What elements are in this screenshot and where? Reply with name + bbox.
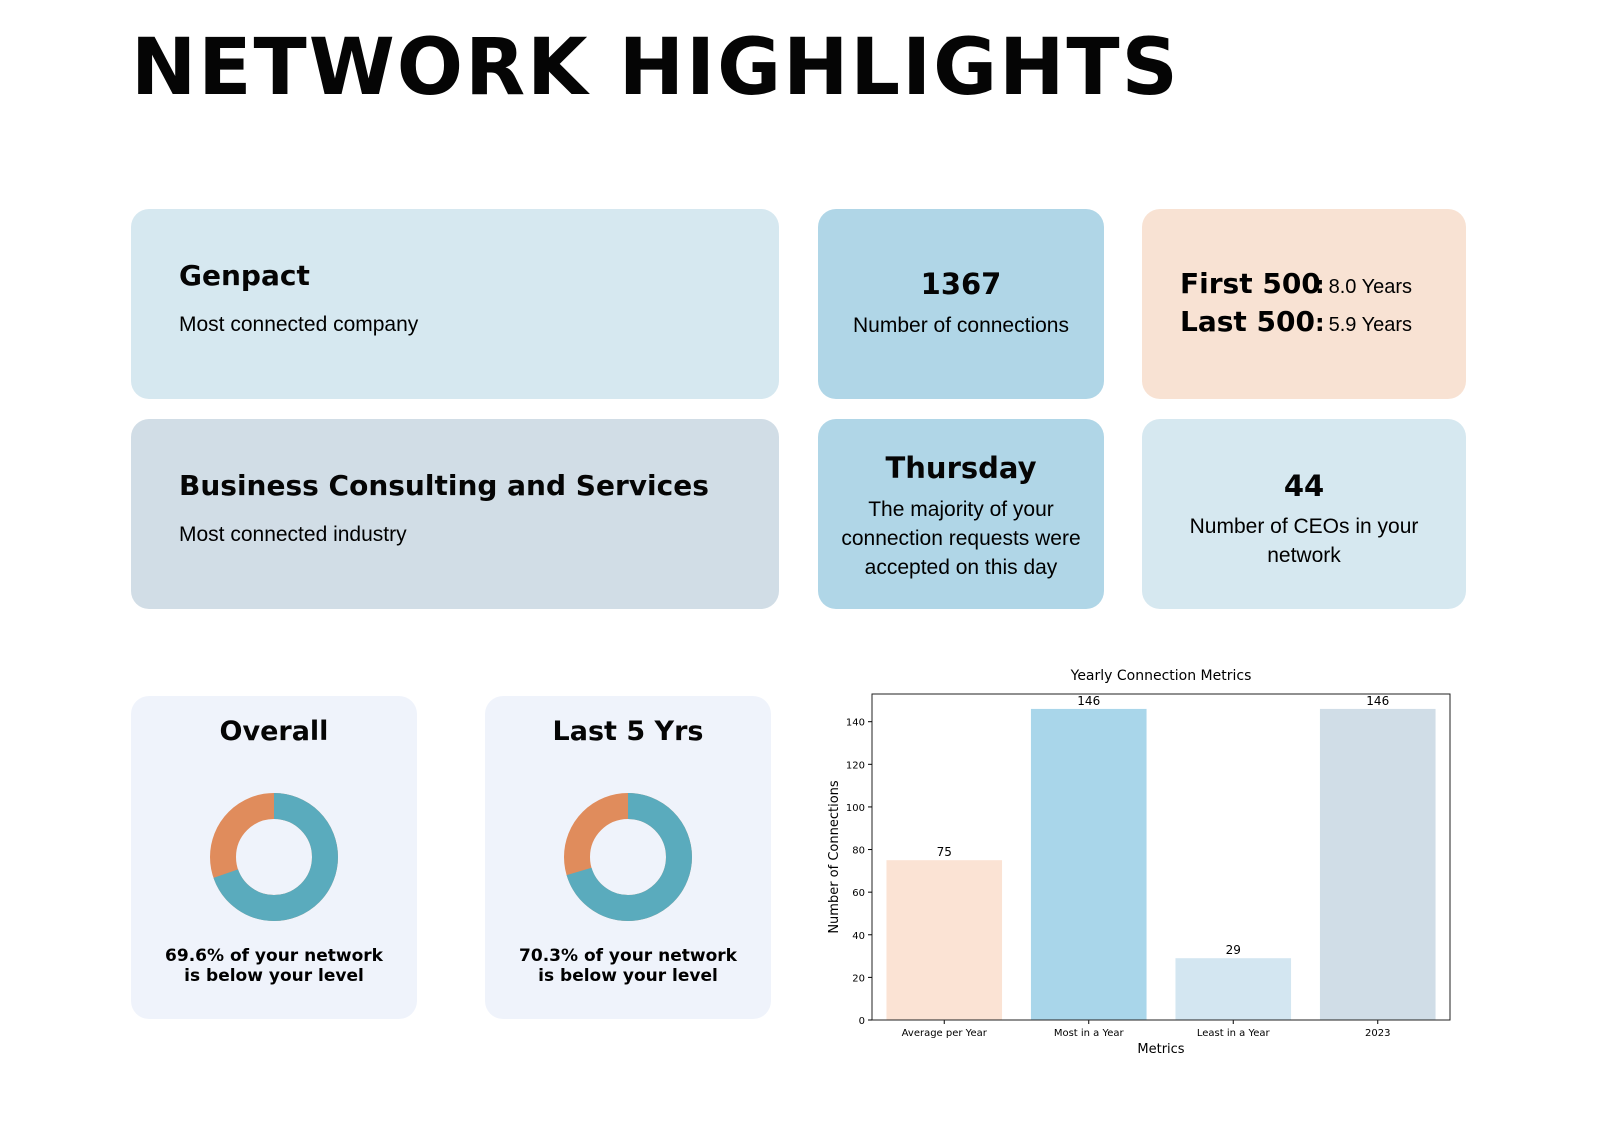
last5-below-segment bbox=[564, 793, 692, 921]
last-500-key: Last 500 bbox=[1180, 305, 1315, 338]
bar-0 bbox=[886, 860, 1003, 1020]
plot-frame bbox=[871, 693, 1451, 1021]
most-connected-company-card: Genpact Most connected company bbox=[131, 209, 779, 399]
overall-caption-line1: 69.6% of your network bbox=[165, 946, 383, 966]
overall-caption: 69.6% of your network is below your leve… bbox=[141, 946, 407, 986]
overall-below-segment bbox=[210, 793, 338, 921]
connections-count: 1367 bbox=[920, 267, 1002, 301]
most-connected-industry-card: Business Consulting and Services Most co… bbox=[131, 419, 779, 609]
bar-value-label: 75 bbox=[937, 845, 952, 859]
connections-card: 1367 Number of connections bbox=[818, 209, 1104, 399]
first-500-row: First 500 : 8.0 Years bbox=[1180, 267, 1412, 300]
acceptance-day: Thursday bbox=[885, 451, 1037, 485]
bar-1 bbox=[1030, 708, 1147, 1020]
ceo-count-card: 44 Number of CEOs in your network bbox=[1142, 419, 1466, 609]
x-tick-label: Most in a Year bbox=[1054, 1028, 1125, 1039]
ceo-count: 44 bbox=[1283, 469, 1325, 503]
company-label: Most connected company bbox=[179, 313, 419, 336]
bar-value-label: 146 bbox=[1366, 694, 1389, 708]
y-axis-label: Number of Connections bbox=[827, 780, 842, 934]
x-axis-label: Metrics bbox=[1137, 1042, 1184, 1057]
y-tick-label: 80 bbox=[852, 846, 865, 857]
connections-label: Number of connections bbox=[853, 314, 1069, 337]
acceptance-day-label: The majority of your connection requests… bbox=[841, 498, 1081, 579]
industry-label: Most connected industry bbox=[179, 523, 407, 546]
x-tick-label: Least in a Year bbox=[1197, 1028, 1271, 1039]
chart-title: Yearly Connection Metrics bbox=[1070, 668, 1252, 684]
y-tick-label: 100 bbox=[846, 803, 865, 814]
last-500-value: 5.9 Years bbox=[1328, 314, 1413, 336]
first-500-separator: : bbox=[1315, 271, 1325, 299]
bar-2 bbox=[1175, 958, 1292, 1020]
ceo-count-label: Number of CEOs in your network bbox=[1189, 515, 1419, 567]
last5-caption-line1: 70.3% of your network bbox=[519, 946, 737, 966]
yearly-connection-metrics-chart: Yearly Connection Metrics 75 Average per Y… bbox=[827, 668, 1451, 1057]
y-tick-label: 0 bbox=[859, 1016, 865, 1027]
last-500-separator: : bbox=[1315, 309, 1325, 337]
acceptance-day-card: Thursday The majority of your connection… bbox=[818, 419, 1104, 609]
y-tick-label: 40 bbox=[852, 931, 865, 942]
last5-caption-line2: is below your level bbox=[538, 966, 718, 986]
overall-title: Overall bbox=[219, 716, 329, 747]
industry-name: Business Consulting and Services bbox=[179, 469, 709, 502]
bar-value-label: 146 bbox=[1077, 694, 1100, 708]
first-500-key: First 500 bbox=[1180, 267, 1321, 300]
bar-value-label: 29 bbox=[1226, 943, 1241, 957]
overall-level-card: Overall 69.6% of your network is below y… bbox=[131, 696, 417, 1019]
y-tick-label: 20 bbox=[852, 973, 865, 984]
y-tick-label: 120 bbox=[846, 760, 865, 771]
last-500-row: Last 500 : 5.9 Years bbox=[1180, 305, 1412, 338]
bar-3 bbox=[1319, 708, 1436, 1020]
page-title: NETWORK HIGHLIGHTS bbox=[131, 23, 1180, 113]
x-tick-label: Average per Year bbox=[902, 1028, 988, 1039]
tenure-card: First 500 : 8.0 Years Last 500 : 5.9 Yea… bbox=[1142, 209, 1466, 399]
last-5-years-level-card: Last 5 Yrs 70.3% of your network is belo… bbox=[485, 696, 771, 1019]
overall-caption-line2: is below your level bbox=[184, 966, 364, 986]
overall-donut-chart bbox=[210, 793, 338, 921]
last5-donut-chart bbox=[564, 793, 692, 921]
first-500-value: 8.0 Years bbox=[1328, 276, 1413, 298]
last5-caption: 70.3% of your network is below your leve… bbox=[495, 946, 761, 986]
last5-title: Last 5 Yrs bbox=[552, 716, 704, 747]
y-tick-label: 140 bbox=[846, 718, 865, 729]
y-tick-label: 60 bbox=[852, 888, 865, 899]
x-tick-label: 2023 bbox=[1365, 1028, 1390, 1039]
company-name: Genpact bbox=[179, 259, 310, 292]
